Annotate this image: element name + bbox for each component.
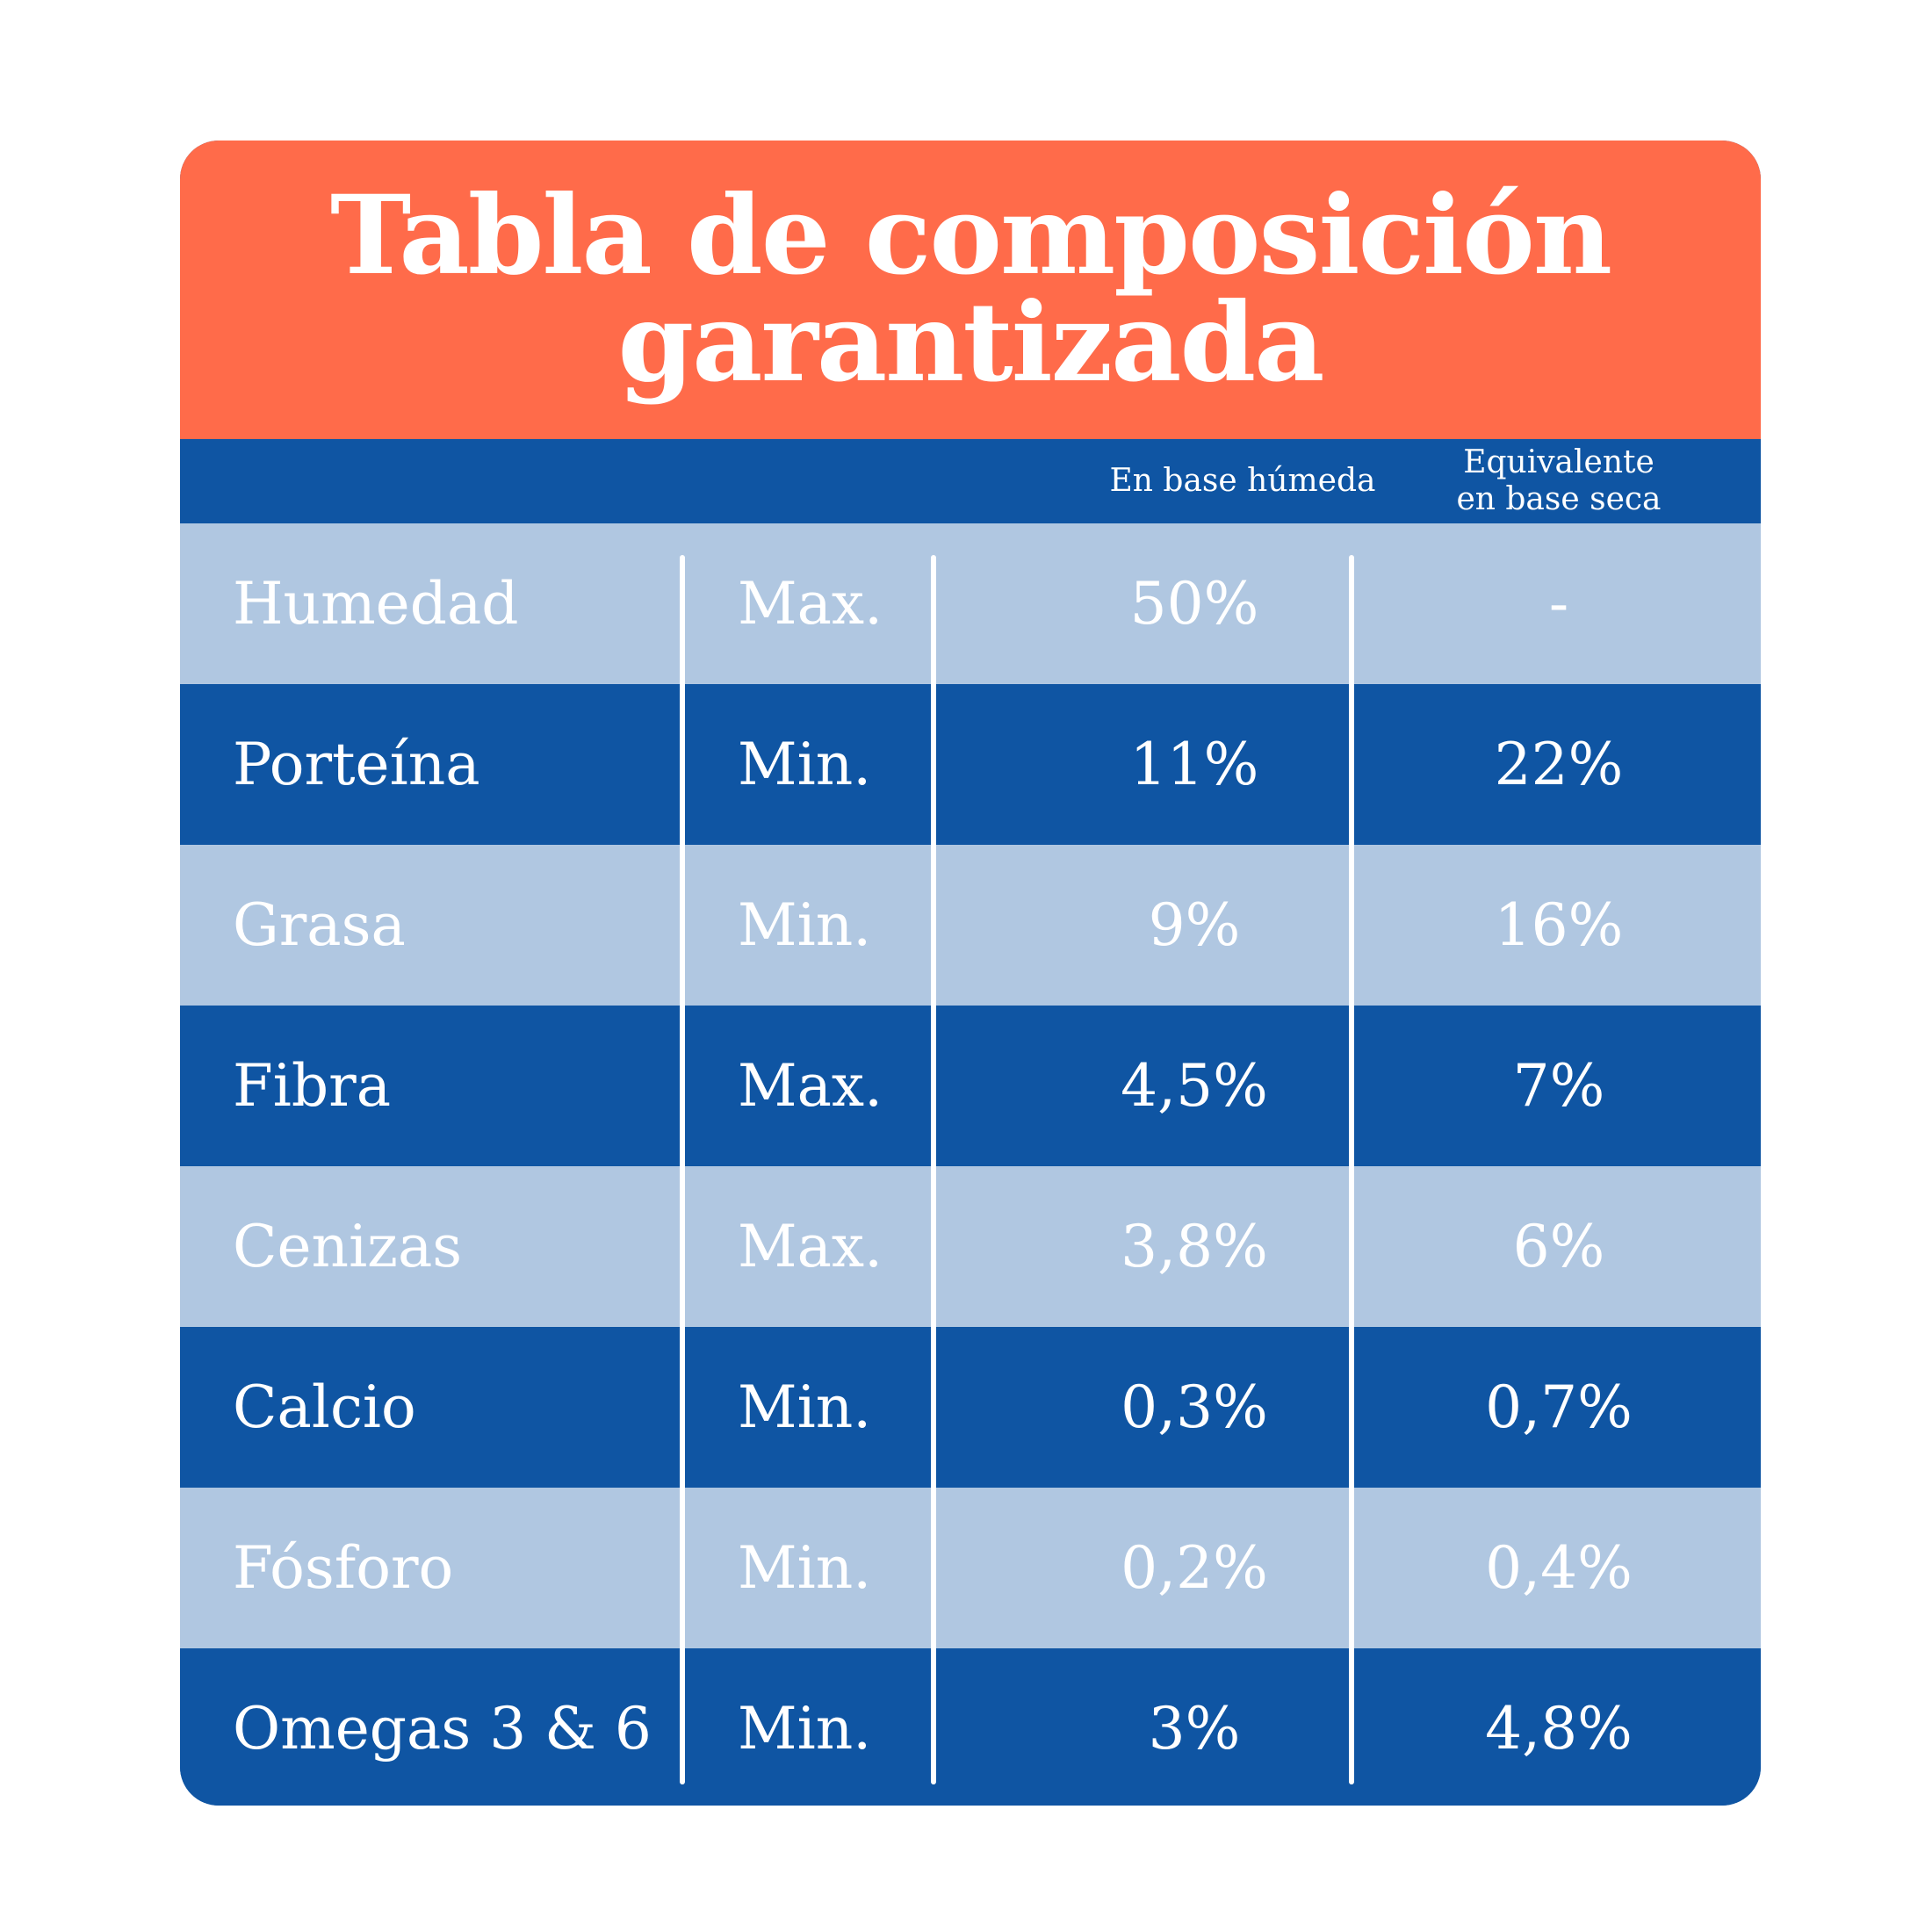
column-header-dry-label-line-1: Equivalente xyxy=(1463,444,1654,480)
table-row: Porteína Min. 11% 22% xyxy=(180,684,1761,845)
table-title-line-1: Tabla de composición xyxy=(329,172,1612,299)
limit-type: Min. xyxy=(738,891,872,959)
nutrient-name: Omegas 3 & 6 xyxy=(233,1695,652,1763)
dry-basis-value: - xyxy=(1548,570,1569,638)
limit-type: Min. xyxy=(738,731,872,798)
limit-type: Max. xyxy=(738,1213,883,1280)
table-row: Cenizas Max. 3,8% 6% xyxy=(180,1166,1761,1327)
nutrient-name: Fibra xyxy=(233,1052,392,1120)
table-row: Fósforo Min. 0,2% 0,4% xyxy=(180,1488,1761,1648)
table-title-line-2: garantizada xyxy=(617,279,1324,407)
table-row: Omegas 3 & 6 Min. 3% 4,8% xyxy=(180,1648,1761,1806)
column-header-dry-basis: Equivalente en base seca xyxy=(1357,439,1761,523)
limit-type: Max. xyxy=(738,570,883,638)
dry-basis-value: 0,7% xyxy=(1485,1373,1633,1441)
nutrient-name: Calcio xyxy=(233,1373,416,1441)
wet-basis-value: 3% xyxy=(1148,1695,1241,1763)
limit-type: Max. xyxy=(738,1052,883,1120)
nutrient-name: Fósforo xyxy=(233,1534,454,1602)
wet-basis-value: 0,2% xyxy=(1121,1534,1268,1602)
limit-type: Min. xyxy=(738,1695,872,1763)
column-header-row: En base húmeda Equivalente en base seca xyxy=(180,439,1761,523)
limit-type: Min. xyxy=(738,1534,872,1602)
table-row: Grasa Min. 9% 16% xyxy=(180,845,1761,1006)
wet-basis-value: 3,8% xyxy=(1121,1213,1268,1280)
wet-basis-value: 0,3% xyxy=(1121,1373,1268,1441)
wet-basis-value: 9% xyxy=(1148,891,1241,959)
wet-basis-value: 50% xyxy=(1129,570,1259,638)
composition-card: Tabla de composición garantizada En base… xyxy=(180,141,1761,1806)
dry-basis-value: 22% xyxy=(1494,731,1624,798)
dry-basis-value: 16% xyxy=(1494,891,1624,959)
dry-basis-value: 0,4% xyxy=(1485,1534,1633,1602)
wet-basis-value: 4,5% xyxy=(1121,1052,1268,1120)
column-divider xyxy=(931,555,936,1784)
nutrient-name: Cenizas xyxy=(233,1213,463,1280)
limit-type: Min. xyxy=(738,1373,872,1441)
dry-basis-value: 4,8% xyxy=(1485,1695,1633,1763)
nutrient-name: Humedad xyxy=(233,570,519,638)
column-header-dry-label-line-2: en base seca xyxy=(1456,481,1662,517)
dry-basis-value: 7% xyxy=(1512,1052,1605,1120)
nutrient-name: Grasa xyxy=(233,891,406,959)
column-header-wet-label: En base húmeda xyxy=(1109,463,1376,499)
table-header: Tabla de composición garantizada xyxy=(180,141,1761,439)
dry-basis-value: 6% xyxy=(1512,1213,1605,1280)
column-divider xyxy=(1349,555,1354,1784)
wet-basis-value: 11% xyxy=(1129,731,1259,798)
table-row: Calcio Min. 0,3% 0,7% xyxy=(180,1327,1761,1488)
table-row: Humedad Max. 50% - xyxy=(180,523,1761,684)
column-header-wet-basis: En base húmeda xyxy=(935,439,1550,523)
table-row: Fibra Max. 4,5% 7% xyxy=(180,1006,1761,1166)
nutrient-name: Porteína xyxy=(233,731,480,798)
column-divider xyxy=(680,555,685,1784)
